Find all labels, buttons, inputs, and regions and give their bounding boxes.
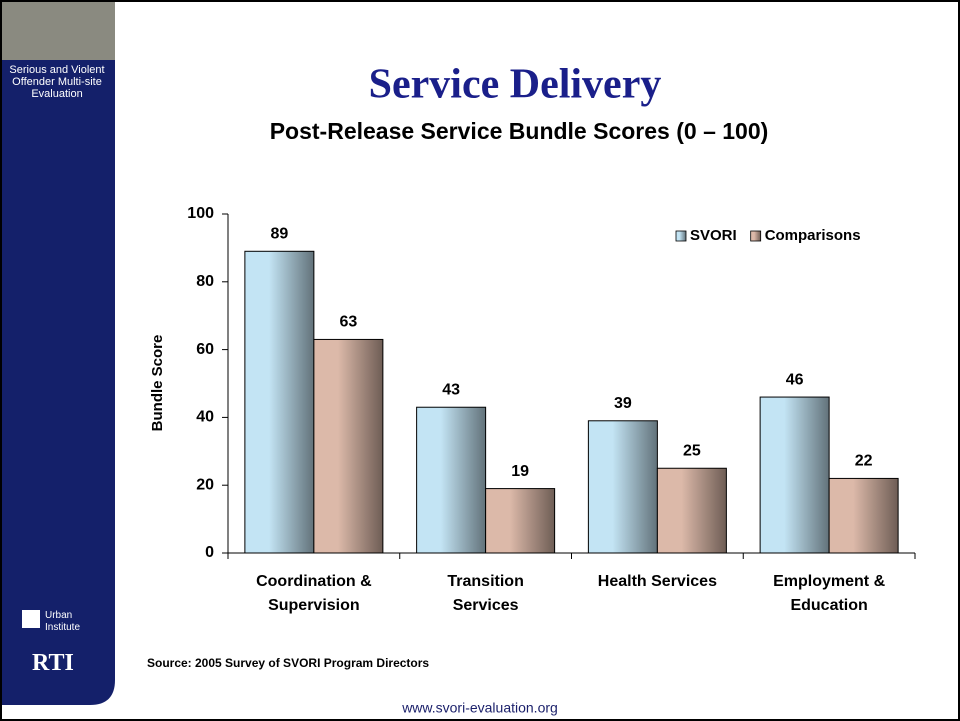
bar: [587, 420, 658, 554]
legend-label: Comparisons: [765, 227, 861, 244]
x-tick-label: Employment & Education: [773, 573, 886, 614]
data-label: 89: [270, 226, 288, 243]
y-tick-label: 60: [196, 341, 214, 358]
urban-logo-icon: [22, 610, 40, 628]
y-axis-label: Bundle Score: [149, 335, 166, 432]
data-label: 46: [786, 371, 804, 388]
sidebar-photo: [2, 2, 115, 60]
legend-swatch: [675, 230, 687, 242]
x-tick-label: Health Services: [597, 573, 717, 590]
x-tick-label: Transition Services: [447, 573, 524, 614]
y-tick-label: 0: [205, 544, 214, 561]
data-label: 19: [511, 463, 529, 480]
bar: [828, 477, 899, 554]
bar: [759, 396, 830, 554]
data-label: 22: [855, 453, 873, 470]
y-tick-label: 20: [196, 476, 214, 493]
bar: [656, 467, 727, 554]
y-tick-label: 40: [196, 409, 214, 426]
legend-label: SVORI: [690, 227, 737, 244]
project-name: Serious and Violent Offender Multi-site …: [9, 64, 105, 100]
y-tick-label: 100: [187, 205, 214, 222]
bar: [485, 488, 556, 554]
bar: [313, 338, 384, 554]
chart-subtitle: Post-Release Service Bundle Scores (0 – …: [270, 118, 769, 144]
chart-title: Service Delivery: [369, 62, 662, 108]
bar: [244, 250, 315, 554]
data-label: 63: [339, 314, 357, 331]
rti-logo: RTI: [32, 650, 74, 676]
sidebar: [2, 2, 115, 705]
y-tick-label: 80: [196, 273, 214, 290]
urban-logo-text: Urban Institute: [45, 610, 81, 633]
bar: [416, 406, 487, 554]
legend-swatch: [750, 230, 762, 242]
x-tick-label: Coordination & Supervision: [256, 573, 372, 614]
source-note: Source: 2005 Survey of SVORI Program Dir…: [147, 656, 429, 670]
data-label: 25: [683, 442, 701, 459]
data-label: 43: [442, 381, 460, 398]
data-label: 39: [614, 395, 632, 412]
footer-url: www.svori-evaluation.org: [401, 700, 558, 716]
